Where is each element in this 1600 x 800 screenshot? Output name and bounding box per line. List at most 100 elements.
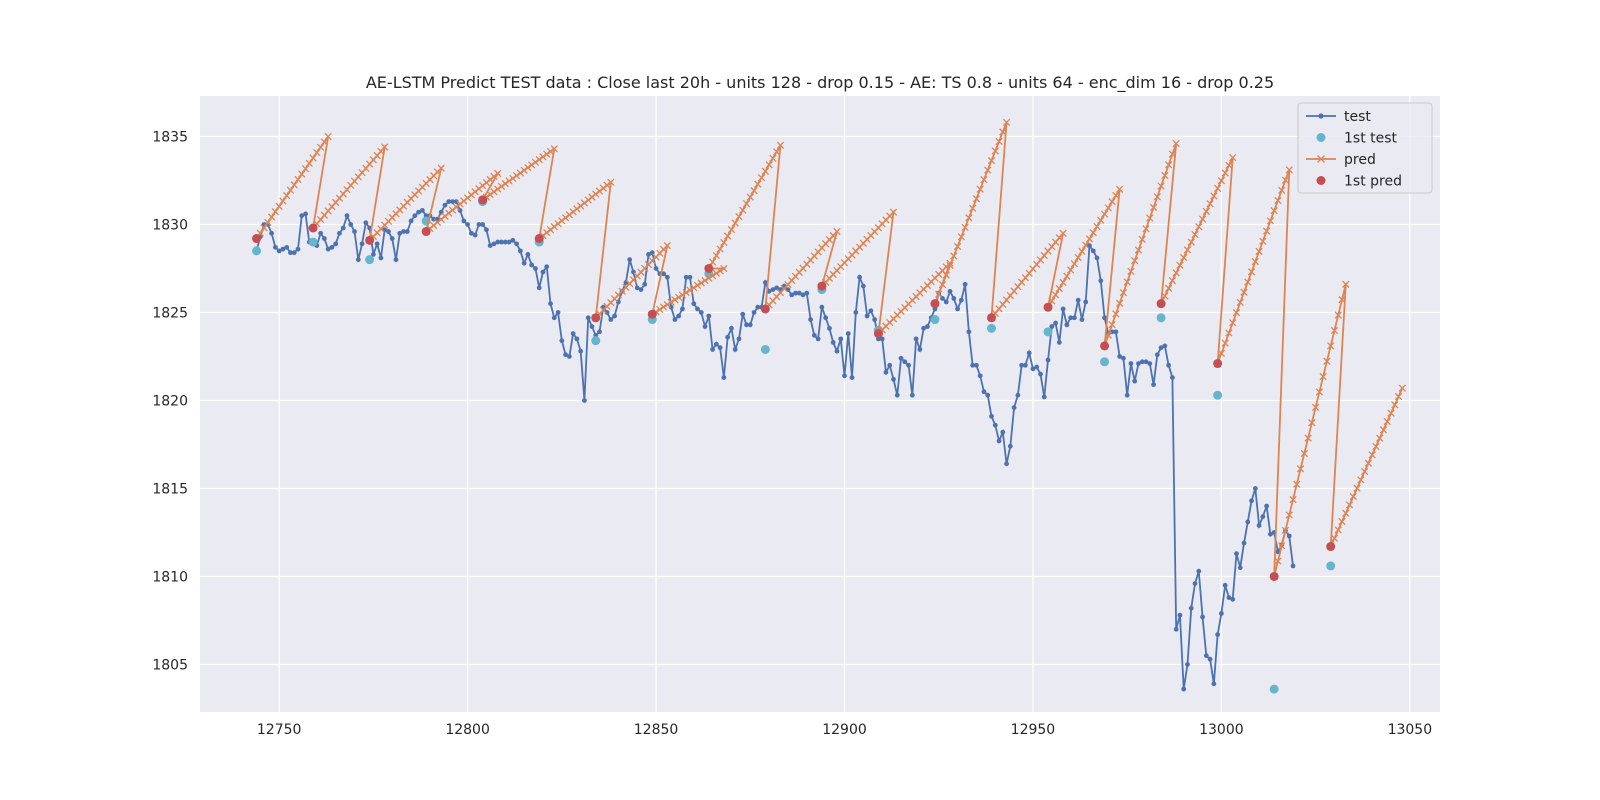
first-pred-point bbox=[760, 304, 770, 314]
test-point bbox=[1072, 315, 1077, 321]
pred-marker bbox=[708, 272, 717, 280]
pred-marker bbox=[1082, 241, 1090, 249]
pred-marker bbox=[727, 225, 736, 234]
pred-marker bbox=[953, 242, 962, 251]
test-point bbox=[732, 347, 738, 352]
test-point bbox=[913, 336, 919, 342]
pred-marker bbox=[1093, 222, 1101, 231]
test-point bbox=[1151, 382, 1156, 388]
pred-marker bbox=[776, 141, 785, 149]
test-point bbox=[751, 310, 757, 315]
pred-marker bbox=[957, 233, 965, 241]
test-point bbox=[276, 248, 282, 254]
pred-marker bbox=[1191, 230, 1199, 239]
test-point bbox=[340, 225, 346, 231]
legend-pred-marker bbox=[1317, 155, 1325, 163]
test-point bbox=[1007, 443, 1013, 449]
test-point bbox=[676, 313, 682, 319]
test-point bbox=[1015, 392, 1021, 398]
pred-marker bbox=[313, 148, 321, 157]
pred-marker bbox=[678, 291, 687, 299]
test-point bbox=[744, 322, 749, 328]
test-point bbox=[1136, 361, 1141, 366]
test-point bbox=[947, 288, 953, 294]
pred-marker bbox=[1221, 169, 1229, 177]
pred-marker bbox=[494, 169, 502, 178]
pred-marker bbox=[1002, 118, 1011, 127]
test-point bbox=[966, 329, 972, 335]
test-point bbox=[713, 341, 719, 347]
pred-marker bbox=[1357, 476, 1365, 484]
test-point bbox=[1267, 531, 1273, 537]
pred-marker bbox=[1198, 215, 1207, 223]
x-tick-label: 12850 bbox=[634, 722, 679, 738]
test-point bbox=[582, 398, 587, 403]
test-point bbox=[789, 292, 795, 298]
test-point bbox=[747, 322, 753, 328]
test-point bbox=[453, 199, 459, 205]
test-point bbox=[958, 297, 964, 303]
pred-marker bbox=[531, 158, 540, 166]
pred-marker bbox=[535, 155, 543, 164]
first-test-point bbox=[1269, 684, 1279, 694]
pred-marker bbox=[1153, 193, 1161, 201]
test-point bbox=[1041, 394, 1047, 400]
x-tick-label: 12950 bbox=[1011, 722, 1056, 738]
pred-marker bbox=[1360, 467, 1369, 476]
pred-marker bbox=[697, 279, 705, 287]
test-point bbox=[811, 332, 817, 338]
pred-marker bbox=[1278, 186, 1286, 194]
test-point bbox=[412, 213, 418, 219]
pred-marker bbox=[1387, 409, 1395, 417]
first-test-point bbox=[365, 255, 375, 265]
pred-marker bbox=[1383, 417, 1391, 426]
test-point bbox=[484, 227, 489, 233]
test-point bbox=[1162, 343, 1168, 349]
first-test-point bbox=[1100, 357, 1110, 367]
test-point bbox=[1170, 375, 1175, 380]
y-tick-label: 1810 bbox=[152, 569, 188, 585]
test-point bbox=[1290, 563, 1296, 569]
test-point bbox=[525, 252, 531, 257]
test-point bbox=[1154, 352, 1160, 358]
pred-marker bbox=[501, 180, 509, 188]
test-point bbox=[1234, 551, 1239, 556]
test-point bbox=[574, 336, 580, 342]
pred-marker bbox=[1089, 229, 1097, 237]
test-point bbox=[668, 304, 674, 310]
test-point bbox=[468, 230, 474, 236]
pred-marker bbox=[1338, 296, 1346, 304]
pred-marker bbox=[972, 195, 981, 203]
first-pred-point bbox=[534, 234, 544, 244]
test-point bbox=[570, 331, 576, 336]
pred-marker bbox=[505, 177, 513, 185]
pred-marker bbox=[675, 293, 683, 302]
test-point bbox=[416, 209, 422, 215]
pred-marker bbox=[271, 208, 280, 216]
pred-marker bbox=[1180, 253, 1188, 262]
pred-marker bbox=[1217, 349, 1226, 357]
test-point bbox=[891, 376, 896, 382]
first-test-point bbox=[760, 344, 770, 354]
pred-marker bbox=[305, 159, 313, 168]
pred-marker bbox=[1168, 150, 1177, 158]
test-point bbox=[585, 315, 591, 321]
first-pred-point bbox=[930, 299, 940, 309]
test-point bbox=[555, 310, 561, 315]
test-point bbox=[1230, 596, 1236, 602]
test-point bbox=[374, 241, 380, 247]
pred-marker bbox=[693, 281, 702, 289]
test-point bbox=[868, 308, 874, 314]
test-point bbox=[1128, 361, 1134, 366]
test-point bbox=[514, 241, 519, 247]
test-point bbox=[842, 373, 847, 379]
test-point bbox=[1030, 366, 1036, 372]
pred-marker bbox=[1251, 257, 1259, 266]
pred-marker bbox=[1266, 217, 1275, 225]
pred-marker bbox=[1172, 269, 1180, 277]
test-point bbox=[925, 324, 930, 329]
pred-marker bbox=[1100, 210, 1109, 218]
pred-marker bbox=[1270, 207, 1278, 215]
pred-marker bbox=[671, 296, 679, 304]
pred-marker bbox=[769, 154, 777, 162]
